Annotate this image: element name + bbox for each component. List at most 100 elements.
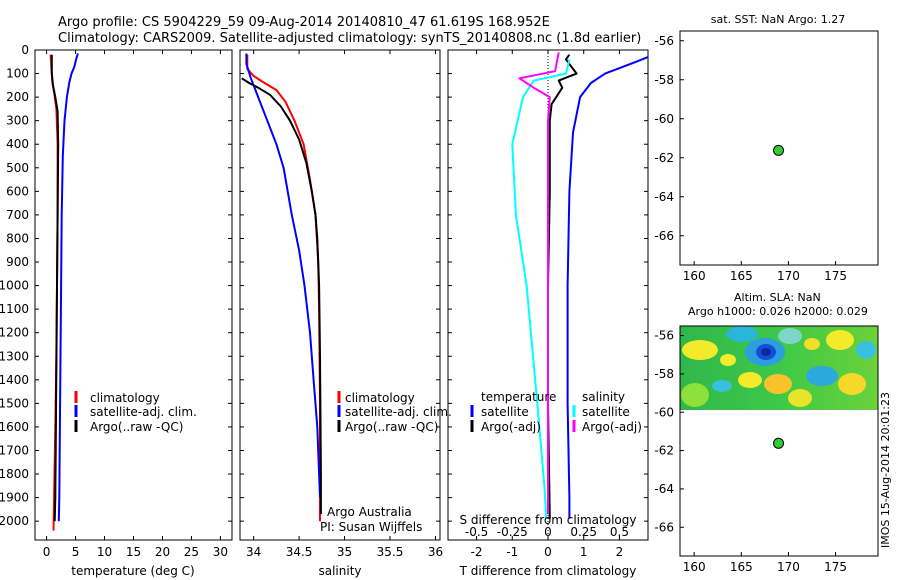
temperature-axis-label: temperature (deg C)	[71, 564, 194, 578]
temperature-x-tick-label: 30	[213, 545, 228, 559]
difference-series-s-satellite	[511, 59, 571, 519]
sla-map-x-tick-label: 175	[824, 560, 847, 574]
sst-map-x-tick-label: 165	[730, 269, 753, 283]
depth-tick-label: 0	[21, 43, 29, 57]
salinity-axis-label: salinity	[318, 564, 361, 578]
difference-x-tick-label: -2	[471, 545, 483, 559]
difference-series-s-argo-adj	[518, 52, 560, 515]
depth-tick-label: 400	[6, 137, 29, 151]
figure-title-line2: Climatology: CARS2009. Satellite-adjuste…	[58, 31, 641, 46]
sst-map-y-tick-label: -58	[654, 73, 674, 87]
salinity-x-tick-label: 34	[246, 545, 261, 559]
difference-legend: temperature satellite Argo(-adj) salinit…	[470, 390, 642, 434]
depth-tick-label: 1100	[0, 302, 29, 316]
difference-series-t-argo-adj	[547, 54, 578, 519]
depth-tick-label: 1000	[0, 279, 29, 293]
temperature-series-satellite-adj-clim	[57, 53, 79, 522]
sla-map-y-tick-label: -58	[654, 367, 674, 381]
depth-tick-label: 1800	[0, 467, 29, 481]
sst-map-x-tick-label: 170	[777, 269, 800, 283]
depth-tick-label: 700	[6, 208, 29, 222]
salinity-x-tick-label: 35.5	[377, 545, 404, 559]
depth-tick-label: 600	[6, 184, 29, 198]
depth-tick-label: 2000	[0, 514, 29, 528]
depth-tick-label: 500	[6, 161, 29, 175]
sla-map-frame	[679, 325, 879, 557]
sla-map-x-tick-label: 160	[683, 560, 706, 574]
salinity-series-argo-raw-qc	[241, 77, 322, 515]
sst-map-x-tick-label: 175	[824, 269, 847, 283]
depth-tick-label: 1400	[0, 373, 29, 387]
sst-map-y-tick-label: -56	[654, 34, 674, 48]
temperature-x-tick-label: 25	[184, 545, 199, 559]
salinity-x-tick-label: 35	[337, 545, 352, 559]
legend-title-temperature: temperature	[481, 390, 556, 404]
s-difference-tick-label: 0.5	[610, 525, 629, 539]
depth-tick-label: 100	[6, 67, 29, 81]
annotation-argo-australia: Argo Australia	[327, 505, 412, 519]
sla-map-float-location-marker	[773, 437, 785, 449]
sla-map-x-tick-label: 170	[777, 560, 800, 574]
s-difference-tick-label: -0.5	[465, 525, 488, 539]
s-difference-tick-label: -0.25	[497, 525, 528, 539]
difference-x-tick-label: 0	[544, 545, 552, 559]
sla-map-y-tick-label: -56	[654, 329, 674, 343]
sla-map-title-line1: Altim. SLA: NaN	[734, 291, 821, 304]
temperature-x-tick-label: 10	[97, 545, 112, 559]
legend-label-argo: Argo(..raw -QC)	[345, 420, 438, 434]
difference-series-t-satellite	[566, 56, 649, 519]
legend-label-s-satellite: satellite	[582, 405, 630, 419]
s-difference-tick-label: 0	[544, 525, 552, 539]
temperature-series-argo-raw-qc	[50, 54, 60, 522]
depth-tick-label: 1600	[0, 420, 29, 434]
sst-map-y-tick-label: -66	[654, 229, 674, 243]
sla-heatmap-field	[680, 326, 878, 410]
legend-label-argo: Argo(..raw -QC)	[90, 420, 183, 434]
sst-map-x-tick-label: 160	[683, 269, 706, 283]
salinity-panel-frame	[239, 49, 441, 541]
sla-map-y-tick-label: -66	[654, 520, 674, 534]
s-difference-axis-label: S difference from climatology	[460, 513, 637, 527]
sst-map-y-tick-label: -62	[654, 151, 674, 165]
sst-map-y-tick-label: -60	[654, 112, 674, 126]
t-difference-axis-label: T difference from climatology	[459, 564, 637, 578]
temperature-x-tick-label: 20	[155, 545, 170, 559]
depth-tick-label: 1700	[0, 443, 29, 457]
depth-tick-label: 300	[6, 114, 29, 128]
depth-tick-label: 900	[6, 255, 29, 269]
temperature-x-tick-label: 15	[126, 545, 141, 559]
depth-tick-label: 800	[6, 231, 29, 245]
legend-label-satellite: satellite-adj. clim.	[345, 405, 452, 419]
sla-map-y-tick-label: -62	[654, 444, 674, 458]
salinity-series-climatology	[246, 54, 321, 522]
depth-tick-label: 1200	[0, 326, 29, 340]
legend-title-salinity: salinity	[582, 390, 625, 404]
depth-tick-label: 1500	[0, 396, 29, 410]
sla-map-x-tick-label: 165	[730, 560, 753, 574]
difference-x-tick-label: -1	[506, 545, 518, 559]
sst-map-float-location-marker	[773, 144, 785, 156]
depth-tick-label: 1300	[0, 349, 29, 363]
temperature-legend: climatology satellite-adj. clim. Argo(..…	[74, 391, 197, 434]
imos-timestamp-stamp: IMOS 15-Aug-2014 20:01:23	[879, 392, 892, 548]
salinity-x-tick-label: 36	[428, 545, 443, 559]
legend-label-climatology: climatology	[345, 391, 415, 405]
legend-label-climatology: climatology	[90, 391, 160, 405]
legend-label-satellite: satellite-adj. clim.	[90, 405, 197, 419]
depth-tick-label: 1900	[0, 491, 29, 505]
annotation-pi-name: PI: Susan Wijffels	[320, 520, 422, 534]
temperature-x-tick-label: 5	[72, 545, 80, 559]
s-difference-tick-label: 0.25	[570, 525, 597, 539]
salinity-legend: climatology satellite-adj. clim. Argo(..…	[337, 391, 452, 434]
legend-label-t-argo: Argo(-adj)	[481, 420, 541, 434]
salinity-series-satellite-adj-clim	[245, 53, 321, 498]
sst-map-y-tick-label: -64	[654, 190, 674, 204]
difference-x-tick-label: 2	[616, 545, 624, 559]
sst-map-title: sat. SST: NaN Argo: 1.27	[711, 13, 845, 26]
salinity-x-tick-label: 34.5	[286, 545, 313, 559]
legend-label-t-satellite: satellite	[481, 405, 529, 419]
sla-map-y-tick-label: -60	[654, 405, 674, 419]
temperature-x-tick-label: 0	[43, 545, 51, 559]
depth-tick-label: 200	[6, 90, 29, 104]
